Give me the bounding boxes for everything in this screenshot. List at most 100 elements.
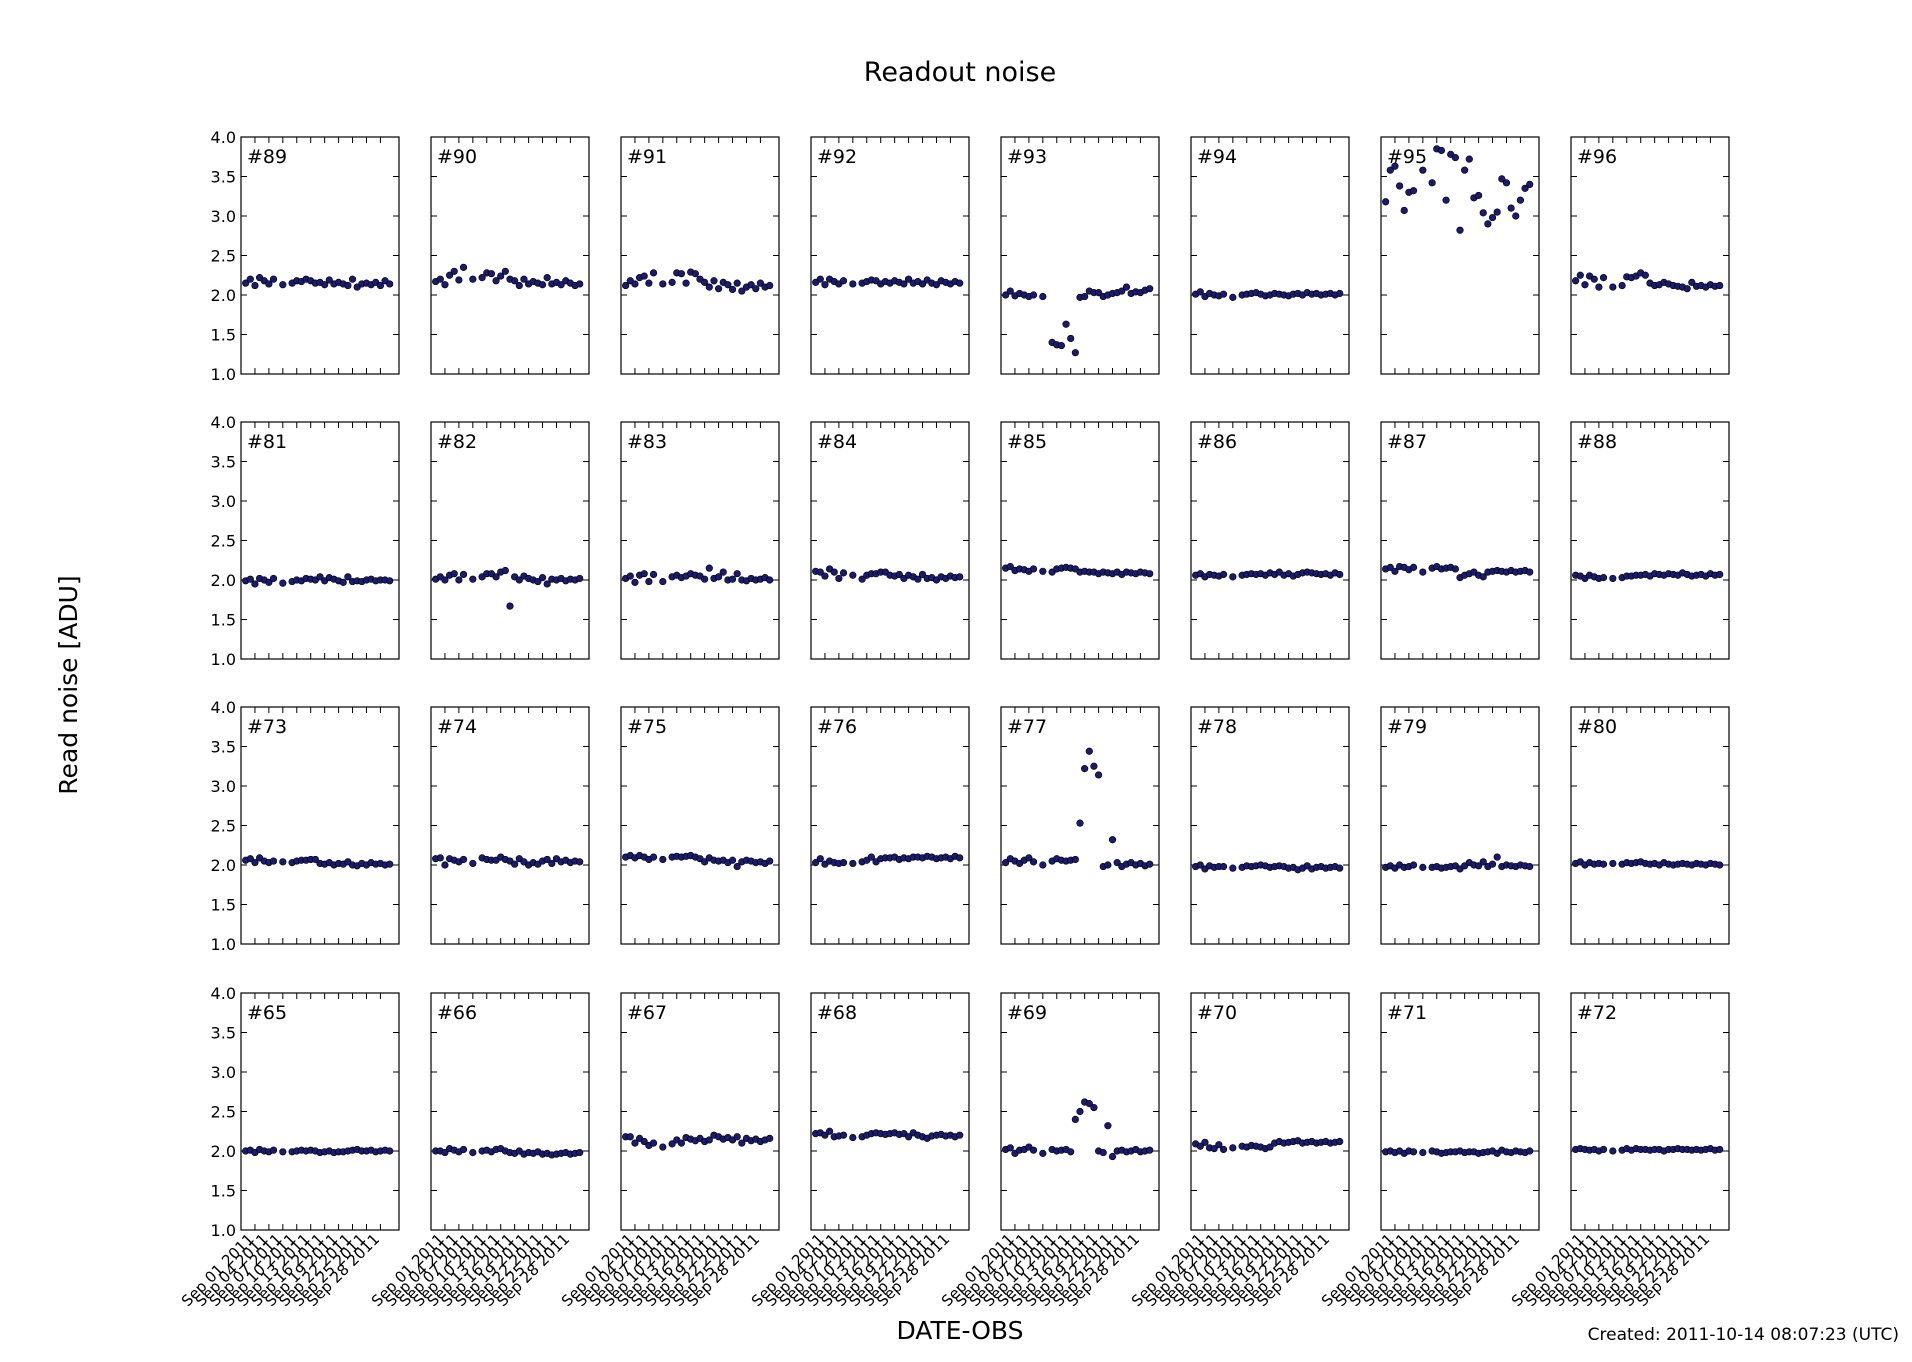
data-point: [1071, 1115, 1079, 1123]
data-point: [1146, 860, 1154, 868]
panel-frame: [1380, 136, 1540, 375]
data-point: [766, 281, 774, 290]
data-point: [640, 272, 648, 280]
data-point: [1688, 278, 1696, 286]
data-point: [649, 853, 658, 861]
data-point: [1219, 570, 1228, 579]
data-point: [344, 573, 352, 581]
data-point: [450, 570, 458, 578]
data-point: [1229, 864, 1237, 872]
data-point: [1076, 819, 1084, 827]
data-point: [1716, 1145, 1724, 1154]
panel-label: #93: [1007, 146, 1047, 168]
data-point: [812, 859, 820, 867]
y-tick-label: 4.0: [211, 698, 236, 717]
data-point: [728, 856, 737, 864]
data-point: [858, 575, 866, 583]
data-point: [1006, 562, 1014, 571]
data-point: [1456, 226, 1464, 234]
data-point: [1025, 854, 1033, 862]
data-point: [1201, 1138, 1209, 1146]
data-point: [543, 274, 551, 282]
y-tick-label: 1.0: [211, 365, 236, 384]
data-point: [1576, 271, 1584, 279]
data-point: [1428, 179, 1436, 187]
data-point: [849, 1133, 857, 1142]
data-point: [849, 280, 857, 288]
data-point: [821, 572, 829, 580]
data-point: [918, 280, 927, 288]
data-point: [339, 578, 347, 586]
data-point: [1336, 570, 1344, 579]
data-point: [1419, 166, 1427, 174]
panel-frame: [1190, 706, 1350, 945]
data-point: [1266, 1143, 1274, 1151]
panel-label: #71: [1387, 1002, 1427, 1024]
panel: 1.0 1.5 2.0 2.5 3.0 3.5 4.0 #89: [211, 128, 400, 384]
data-point: [251, 859, 259, 867]
data-point: [1618, 281, 1626, 290]
panel-label: #76: [817, 716, 857, 738]
panel: #74: [430, 706, 590, 945]
data-point: [1386, 166, 1394, 174]
data-point: [436, 275, 444, 283]
data-point: [576, 280, 584, 288]
data-point: [677, 1139, 686, 1147]
panel-label: #88: [1577, 431, 1617, 453]
data-point: [733, 862, 741, 871]
panel: #83: [620, 421, 780, 660]
panel-frame: [240, 706, 400, 945]
data-point: [733, 1133, 741, 1141]
created-footer: Created: 2011-10-14 08:07:23 (UTC): [1588, 1325, 1899, 1345]
data-point: [386, 577, 394, 585]
panel: #78: [1190, 706, 1350, 945]
panel-frame: [1380, 421, 1540, 660]
data-point: [1419, 1148, 1427, 1157]
panel-label: #87: [1387, 431, 1427, 453]
data-point: [1229, 293, 1237, 301]
data-point: [1090, 762, 1098, 770]
data-point: [728, 285, 737, 294]
data-point: [1071, 855, 1079, 864]
panel-frame: [430, 992, 590, 1231]
data-point: [1094, 771, 1103, 779]
panel-frame: [240, 992, 400, 1231]
data-point: [1029, 858, 1038, 866]
data-point: [1099, 1148, 1107, 1157]
data-point: [1039, 861, 1047, 869]
data-point: [839, 569, 848, 577]
panel-label: #81: [247, 431, 287, 453]
data-point: [501, 566, 509, 575]
data-point: [1219, 862, 1228, 871]
data-point: [640, 570, 648, 578]
data-point: [576, 1148, 584, 1157]
data-point: [705, 564, 713, 572]
data-point: [1409, 861, 1418, 869]
data-point: [487, 270, 496, 278]
data-point: [956, 279, 964, 287]
data-point: [511, 277, 519, 285]
data-point: [576, 858, 584, 866]
panel-frame: [430, 421, 590, 660]
data-point: [1229, 573, 1237, 581]
data-point: [816, 275, 824, 283]
y-tick-label: 3.0: [211, 207, 236, 226]
data-point: [269, 857, 278, 865]
y-tick-label: 3.5: [211, 453, 236, 472]
panel-label: #79: [1387, 716, 1427, 738]
data-point: [956, 854, 964, 862]
data-point: [1474, 862, 1483, 870]
panel-frame: [620, 706, 780, 945]
data-point: [1526, 180, 1534, 188]
data-point: [719, 568, 727, 576]
y-tick-label: 1.5: [211, 326, 236, 345]
data-point: [459, 1145, 468, 1154]
data-point: [251, 580, 259, 588]
data-point: [1029, 1146, 1038, 1154]
data-point: [668, 1140, 676, 1148]
data-point: [469, 275, 477, 283]
data-point: [1609, 574, 1617, 583]
y-tick-label: 3.5: [211, 738, 236, 757]
data-point: [839, 277, 848, 285]
